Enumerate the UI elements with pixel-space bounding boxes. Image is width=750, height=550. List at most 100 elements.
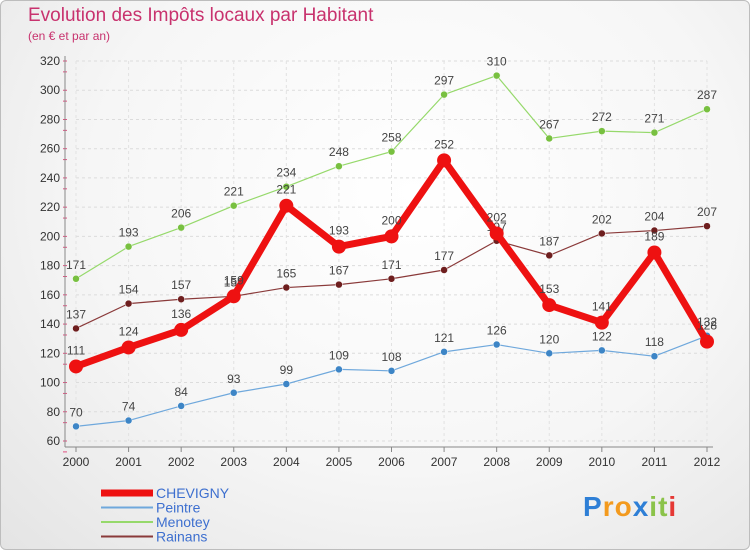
data-point (387, 275, 396, 283)
data-point (489, 226, 504, 241)
data-label: 165 (276, 267, 296, 281)
legend-label: Peintre (156, 500, 201, 516)
data-point (121, 340, 136, 355)
data-label: 221 (276, 183, 296, 197)
data-point (72, 324, 80, 333)
x-tick-label: 2001 (115, 455, 142, 469)
data-label: 171 (66, 258, 86, 272)
data-label: 121 (434, 331, 454, 345)
data-point (177, 295, 185, 303)
data-label: 177 (434, 249, 454, 263)
data-label: 124 (119, 324, 139, 338)
x-tick-label: 2000 (63, 455, 90, 469)
y-tick-label: 180 (40, 259, 60, 273)
y-tick-label: 60 (47, 434, 61, 448)
chart-subtitle: (en € et par an) (28, 29, 111, 43)
data-label: 202 (592, 212, 612, 226)
data-point (177, 223, 185, 232)
y-tick-label: 300 (40, 83, 60, 97)
data-point (492, 71, 501, 80)
data-point (598, 346, 606, 355)
logo-letter: x (632, 491, 650, 522)
x-tick-label: 2011 (642, 455, 668, 469)
data-point (335, 162, 343, 170)
data-label: 137 (66, 307, 86, 321)
x-tick-label: 2004 (273, 455, 300, 469)
data-label: 93 (227, 372, 241, 386)
chart-title: Evolution des Impôts locaux par Habitant (28, 5, 374, 26)
data-label: 234 (276, 166, 296, 180)
data-label: 206 (171, 207, 191, 221)
proxiti-logo: Proxiti (583, 491, 677, 523)
x-tick-label: 2007 (431, 455, 458, 469)
data-label: 189 (644, 229, 664, 243)
data-point (440, 348, 448, 356)
x-tick-label: 2003 (220, 455, 247, 469)
data-point (703, 222, 711, 230)
data-label: 118 (645, 335, 664, 349)
data-label: 122 (592, 329, 612, 343)
data-point (72, 422, 80, 431)
data-label: 248 (329, 145, 349, 159)
data-point (545, 134, 553, 143)
logo-letter: i (668, 491, 678, 522)
data-point (650, 352, 659, 360)
legend-label: CHEVIGNY (156, 485, 230, 501)
data-point (598, 127, 606, 135)
data-point (124, 299, 133, 308)
data-label: 154 (119, 283, 139, 297)
y-tick-label: 140 (40, 317, 60, 331)
data-point (230, 389, 238, 397)
data-label: 297 (434, 74, 454, 88)
data-point (542, 298, 557, 313)
data-label: 120 (539, 332, 559, 346)
y-tick-label: 260 (40, 142, 60, 156)
data-point (700, 334, 714, 349)
data-label: 159 (224, 273, 244, 287)
data-point (598, 229, 606, 238)
data-point (387, 367, 396, 375)
data-label: 136 (171, 307, 191, 321)
data-label: 171 (381, 258, 401, 272)
y-tick-label: 320 (40, 54, 60, 68)
data-label: 74 (122, 400, 136, 414)
data-point (647, 245, 662, 260)
data-label: 109 (329, 348, 349, 362)
data-point (335, 365, 343, 374)
data-point (703, 105, 711, 113)
data-label: 267 (539, 117, 559, 131)
data-point (594, 315, 609, 330)
data-label: 153 (539, 282, 559, 296)
data-label: 132 (697, 315, 717, 329)
data-label: 200 (381, 213, 401, 227)
logo-letter: r (602, 491, 615, 522)
logo-letter: o (614, 491, 633, 522)
data-label: 126 (487, 324, 507, 338)
data-label: 108 (381, 350, 401, 364)
x-tick-label: 2010 (588, 455, 615, 469)
y-tick-label: 240 (40, 171, 60, 185)
data-label: 258 (381, 131, 401, 145)
y-tick-label: 80 (47, 405, 61, 419)
data-label: 111 (67, 343, 86, 357)
data-point (282, 283, 291, 292)
data-point (650, 226, 659, 235)
data-label: 207 (697, 205, 717, 219)
y-tick-label: 200 (40, 229, 60, 243)
data-point (335, 280, 343, 289)
data-point (650, 128, 659, 137)
y-tick-label: 100 (40, 376, 60, 390)
legend-label: Rainans (156, 529, 207, 545)
data-point (545, 251, 553, 260)
data-point (226, 289, 241, 304)
data-label: 157 (171, 278, 191, 292)
y-tick-label: 280 (40, 112, 60, 126)
data-point (387, 147, 396, 156)
data-label: 187 (539, 234, 559, 248)
y-tick-label: 120 (40, 346, 60, 360)
logo-letter: P (583, 491, 603, 522)
data-label: 84 (174, 385, 188, 399)
data-label: 204 (644, 210, 664, 224)
